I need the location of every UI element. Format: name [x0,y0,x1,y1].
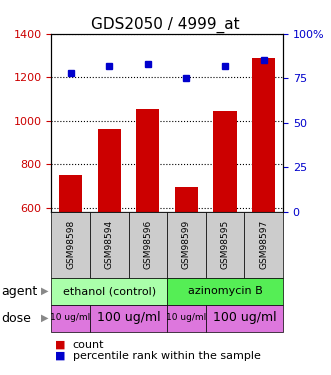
Text: 10 ug/ml: 10 ug/ml [51,314,91,322]
Bar [175,187,198,212]
Text: GSM98595: GSM98595 [220,220,230,269]
Text: agent: agent [2,285,38,297]
Text: ▶: ▶ [40,286,48,296]
Text: ▶: ▶ [40,313,48,323]
Text: ■: ■ [55,351,65,361]
Bar [252,58,275,212]
Text: 100 ug/ml: 100 ug/ml [97,312,160,324]
Text: GSM98596: GSM98596 [143,220,152,269]
Text: azinomycin B: azinomycin B [188,286,262,296]
Text: GSM98598: GSM98598 [66,220,75,269]
Bar [59,175,82,212]
Text: count: count [73,340,104,350]
Text: GSM98599: GSM98599 [182,220,191,269]
Text: percentile rank within the sample: percentile rank within the sample [73,351,261,361]
Text: GDS2050 / 4999_at: GDS2050 / 4999_at [91,17,240,33]
Bar [98,129,121,212]
Bar [136,109,160,212]
Text: 100 ug/ml: 100 ug/ml [213,312,276,324]
Text: GSM98594: GSM98594 [105,220,114,269]
Text: 10 ug/ml: 10 ug/ml [166,314,207,322]
Text: GSM98597: GSM98597 [259,220,268,269]
Text: dose: dose [2,312,31,324]
Bar [213,111,237,212]
Text: ethanol (control): ethanol (control) [63,286,156,296]
Text: ■: ■ [55,340,65,350]
